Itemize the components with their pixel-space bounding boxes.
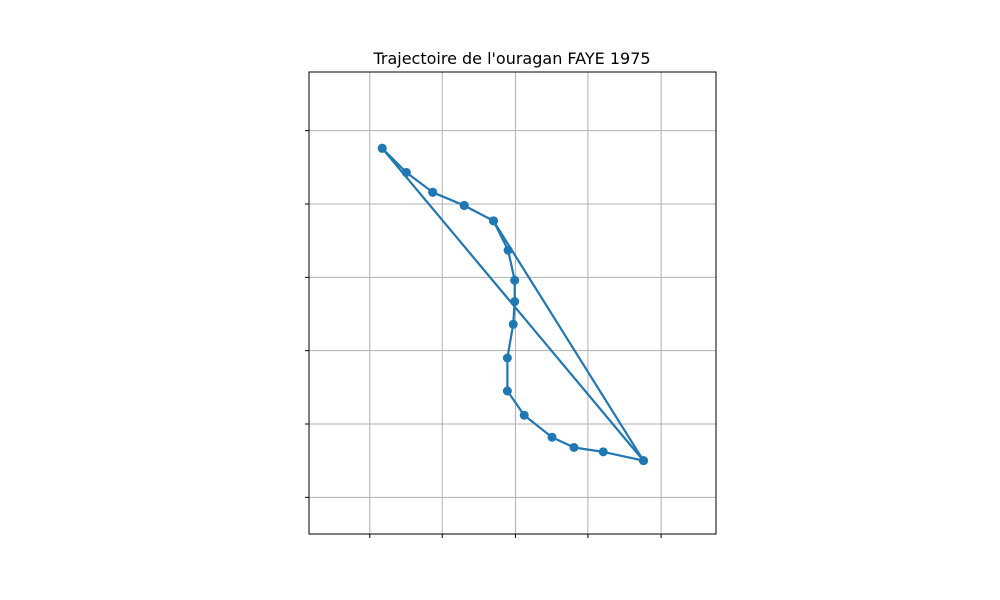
series-0-point-19 bbox=[428, 187, 438, 197]
plot-frame bbox=[308, 71, 717, 535]
series-0-point-10 bbox=[503, 245, 513, 255]
series-0-point-7 bbox=[508, 319, 518, 329]
series-0-point-20 bbox=[401, 167, 411, 177]
chart-title: Trajectoire de l'ouragan FAYE 1975 bbox=[372, 49, 650, 68]
series-0-point-21 bbox=[377, 143, 387, 153]
series-0-point-3 bbox=[547, 432, 557, 442]
series-0-point-5 bbox=[502, 386, 512, 396]
series-0-point-8 bbox=[510, 297, 520, 307]
series-0-point-9 bbox=[510, 275, 520, 285]
series-layer bbox=[377, 143, 649, 466]
series-0-point-18 bbox=[459, 200, 469, 210]
series-0-point-6 bbox=[502, 353, 512, 363]
series-0-point-4 bbox=[519, 410, 529, 420]
series-0-point-2 bbox=[569, 442, 579, 452]
series-0-point-16 bbox=[639, 456, 649, 466]
series-0-line bbox=[381, 147, 645, 462]
ticks bbox=[305, 130, 662, 538]
series-0-point-1 bbox=[598, 447, 608, 457]
series-0-point-17 bbox=[488, 216, 498, 226]
